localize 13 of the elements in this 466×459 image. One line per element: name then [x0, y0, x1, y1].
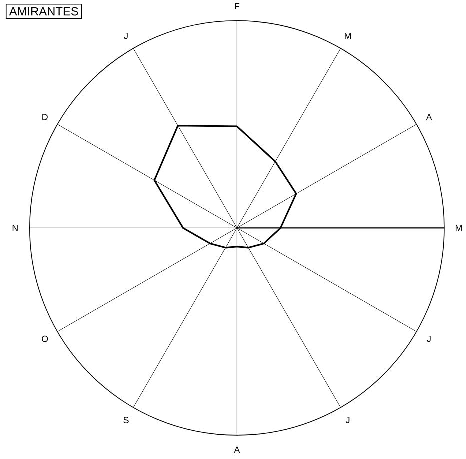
spoke-label: J [124, 32, 128, 40]
spoke-label: N [12, 224, 18, 232]
spoke-label: J [427, 336, 431, 342]
spoke-label: M [345, 32, 352, 39]
spoke-label: O [42, 336, 48, 342]
spoke-label: A [234, 446, 240, 453]
spoke-label: A [426, 114, 432, 120]
spoke-label: D [42, 114, 48, 120]
spoke-label: M [456, 224, 462, 232]
spoke-label: J [346, 416, 350, 424]
chart-title: AMIRANTES [9, 7, 78, 16]
spoke-label: S [124, 416, 129, 424]
spoke-label: F [235, 3, 240, 10]
